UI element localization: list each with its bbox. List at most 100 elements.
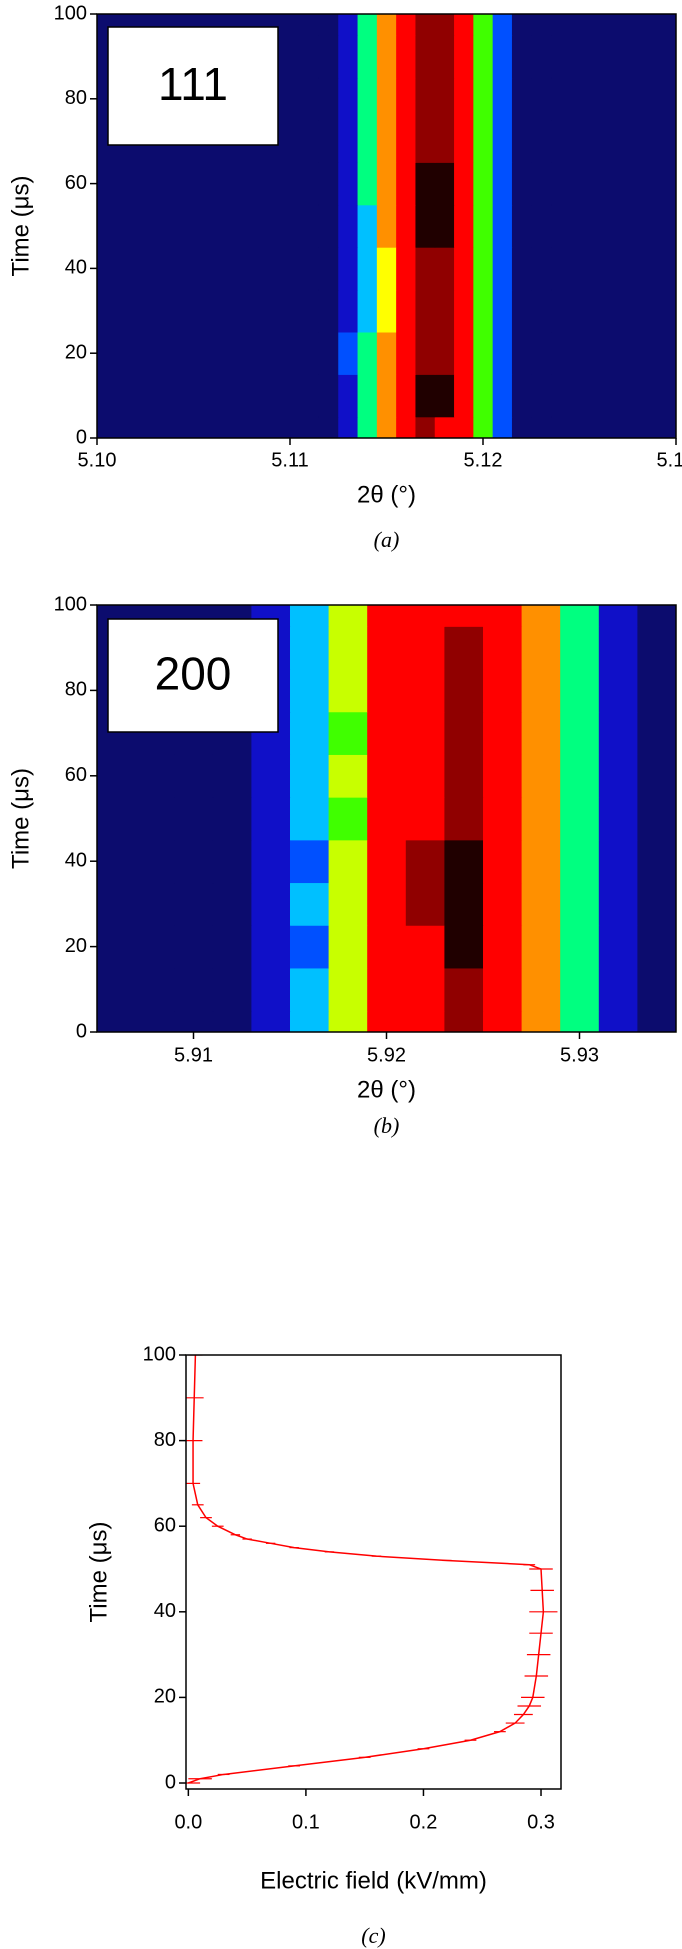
heatmap-cell (415, 205, 435, 248)
heatmap-cell (435, 35, 455, 78)
heatmap-cell (396, 247, 416, 290)
heatmap-cell (406, 968, 445, 1011)
heatmap-cell (251, 925, 290, 968)
heatmap-cell (377, 290, 397, 333)
heatmap-cell (454, 205, 474, 248)
heatmap-cell (493, 205, 513, 248)
annotation: 111 (158, 58, 228, 110)
heatmap-cell (319, 247, 339, 290)
heatmap-cell (358, 205, 378, 248)
plot-frame (186, 1355, 561, 1789)
heatmap-cell (338, 35, 358, 78)
heatmap-cell (251, 840, 290, 883)
heatmap-cell (396, 290, 416, 333)
heatmap-cell (377, 332, 397, 375)
heatmap-cell (415, 332, 435, 375)
x-axis-label: Electric field (kV/mm) (260, 1867, 487, 1894)
heatmap-cell (367, 712, 406, 755)
heatmap-cell (367, 626, 406, 669)
heatmap-cell (473, 205, 493, 248)
heatmap-cell (454, 290, 474, 333)
heatmap-cell (338, 162, 358, 205)
heatmap-cell (444, 754, 483, 797)
heatmap-cell (174, 883, 213, 926)
x-tick-label: 5.91 (174, 1044, 213, 1066)
heatmap-cell (531, 120, 551, 163)
y-tick-label: 20 (65, 935, 87, 957)
heatmap-cell (406, 626, 445, 669)
heatmap-cell (174, 797, 213, 840)
chart: 0.00.10.20.3020406080100Electric field (… (85, 1343, 561, 1948)
heatmap-cell (290, 883, 329, 926)
heatmap-cell (415, 35, 435, 78)
heatmap-cell (493, 247, 513, 290)
heatmap-cell (435, 78, 455, 121)
heatmap-cell (599, 669, 638, 712)
y-tick-label: 80 (154, 1429, 176, 1451)
heatmap-cell (560, 712, 599, 755)
heatmap-cell (473, 78, 493, 121)
chart: 5.105.115.125.130204060801002θ (°)Time (… (7, 0, 682, 552)
heatmap-cell (358, 290, 378, 333)
heatmap-cell (251, 797, 290, 840)
heatmap-cell (522, 754, 561, 797)
y-tick-label: 60 (65, 172, 87, 194)
heatmap-cell (454, 120, 474, 163)
heatmap-cell (512, 35, 532, 78)
heatmap-cell (358, 162, 378, 205)
heatmap-cell (444, 925, 483, 968)
heatmap-cell (493, 332, 513, 375)
heatmap-cell (415, 0, 435, 36)
series (177, 1355, 558, 1783)
heatmap-cell (531, 162, 551, 205)
heatmap-cell (560, 883, 599, 926)
y-tick-label: 40 (65, 849, 87, 871)
heatmap-cell (213, 968, 252, 1011)
heatmap-cell (367, 840, 406, 883)
x-tick-label: 0.0 (174, 1811, 202, 1833)
heatmap-cell (406, 883, 445, 926)
heatmap-cell (367, 883, 406, 926)
heatmap-cell (396, 35, 416, 78)
chart: 5.915.925.930204060801002θ (°)Time (μs)(… (7, 584, 676, 1138)
heatmap-cell (338, 332, 358, 375)
heatmap-cell (435, 332, 455, 375)
heatmap-cell (531, 374, 551, 417)
heatmap-cell (377, 78, 397, 121)
heatmap-cell (319, 0, 339, 36)
heatmap-cell (637, 883, 676, 926)
heatmap-cell (637, 840, 676, 883)
heatmap-cell (358, 247, 378, 290)
heatmap-cell (444, 968, 483, 1011)
heatmap-cell (377, 205, 397, 248)
heatmap-cell (435, 290, 455, 333)
heatmap-cell (483, 754, 522, 797)
heatmap-cell (396, 0, 416, 36)
heatmap-cell (531, 247, 551, 290)
heatmap-cell (406, 754, 445, 797)
heatmap-cell (637, 968, 676, 1011)
heatmap-cell (329, 754, 368, 797)
heatmap-cell (483, 925, 522, 968)
heatmap-cell (415, 290, 435, 333)
heatmap-cell (512, 374, 532, 417)
heatmap-cell (290, 925, 329, 968)
heatmap-cell (290, 669, 329, 712)
heatmap-cell (444, 840, 483, 883)
heatmap-cell (512, 247, 532, 290)
heatmap-cell (637, 797, 676, 840)
heatmap-cell (290, 968, 329, 1011)
heatmap-cell (415, 162, 435, 205)
heatmap-cell (599, 754, 638, 797)
heatmap-cell (415, 247, 435, 290)
line (188, 1355, 543, 1783)
heatmap-cell (329, 797, 368, 840)
heatmap-cell (338, 78, 358, 121)
heatmap-cell (454, 374, 474, 417)
heatmap-cell (319, 35, 339, 78)
heatmap-cell (213, 840, 252, 883)
annotation: 200 (155, 648, 232, 700)
heatmap-cell (406, 712, 445, 755)
heatmap-cell (512, 0, 532, 36)
heatmap-cell (338, 120, 358, 163)
